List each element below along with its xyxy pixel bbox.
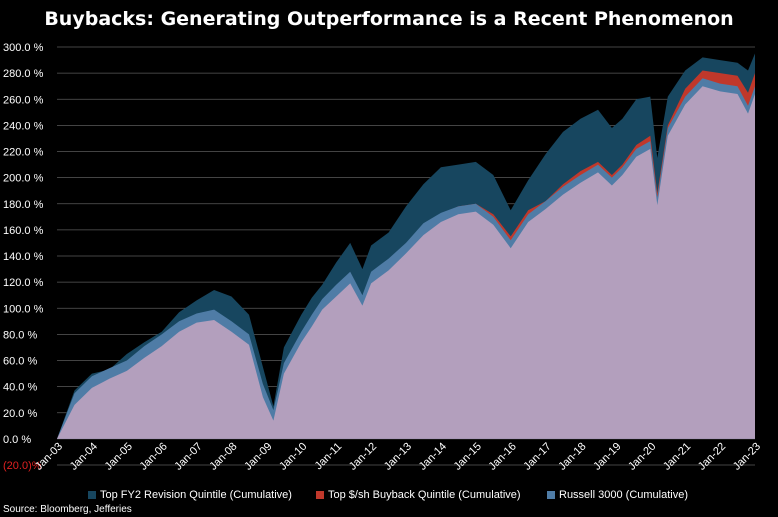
x-tick-label: Jan-15 bbox=[452, 441, 484, 473]
legend-label: Top FY2 Revision Quintile (Cumulative) bbox=[100, 489, 292, 501]
x-tick-label: Jan-16 bbox=[487, 441, 519, 473]
chart-title: Buybacks: Generating Outperformance is a… bbox=[44, 8, 734, 30]
x-axis: Jan-03 Jan-04 Jan-05 Jan-06 Jan-07 Jan-08 Jan-… bbox=[33, 441, 763, 473]
x-tick-label: Jan-12 bbox=[347, 441, 379, 473]
x-tick-label: Jan-08 bbox=[207, 441, 239, 473]
x-tick-label: Jan-13 bbox=[382, 441, 414, 473]
y-tick-label: 60.0 % bbox=[3, 356, 37, 368]
x-tick-label: Jan-05 bbox=[103, 441, 135, 473]
y-tick-label: 200.0 % bbox=[3, 173, 44, 185]
x-tick-label: Jan-09 bbox=[242, 441, 274, 473]
x-tick-label: Jan-22 bbox=[696, 441, 728, 473]
series-areas bbox=[57, 53, 755, 439]
y-tick-label: 80.0 % bbox=[3, 329, 37, 341]
x-tick-label: Jan-20 bbox=[626, 441, 658, 473]
y-tick-label: (20.0)% bbox=[3, 460, 42, 472]
y-tick-label: 140.0 % bbox=[3, 251, 44, 263]
y-tick-label: 160.0 % bbox=[3, 225, 44, 237]
x-tick-label: Jan-21 bbox=[661, 441, 693, 473]
legend-label: Russell 3000 (Cumulative) bbox=[559, 489, 688, 501]
x-tick-label: Jan-04 bbox=[68, 441, 100, 473]
y-tick-label: 260.0 % bbox=[3, 94, 44, 106]
legend-item: Russell 3000 (Cumulative) bbox=[547, 489, 688, 501]
y-tick-label: 180.0 % bbox=[3, 199, 44, 211]
area-overlap bbox=[57, 86, 755, 439]
x-tick-label: Jan-06 bbox=[138, 441, 170, 473]
legend: Top FY2 Revision Quintile (Cumulative) To… bbox=[0, 489, 778, 505]
x-tick-label: Jan-19 bbox=[591, 441, 623, 473]
y-tick-label: 100.0 % bbox=[3, 303, 44, 315]
x-tick-label: Jan-18 bbox=[556, 441, 588, 473]
y-tick-label: 240.0 % bbox=[3, 120, 44, 132]
legend-label: Top $/sh Buyback Quintile (Cumulative) bbox=[328, 489, 521, 501]
y-tick-label: 280.0 % bbox=[3, 68, 44, 80]
x-tick-label: Jan-03 bbox=[33, 441, 65, 473]
legend-swatch bbox=[316, 491, 324, 499]
y-tick-label: 120.0 % bbox=[3, 277, 44, 289]
x-tick-label: Jan-07 bbox=[172, 441, 204, 473]
y-axis: 300.0 % 280.0 % 260.0 % 240.0 % 220.0 % 200.0… bbox=[3, 42, 44, 472]
legend-swatch bbox=[547, 491, 555, 499]
x-tick-label: Jan-11 bbox=[313, 441, 345, 473]
x-tick-label: Jan-23 bbox=[731, 441, 763, 473]
y-tick-label: 20.0 % bbox=[3, 408, 37, 420]
legend-item: Top FY2 Revision Quintile (Cumulative) bbox=[88, 489, 292, 501]
x-tick-label: Jan-17 bbox=[521, 441, 553, 473]
x-tick-label: Jan-14 bbox=[417, 441, 449, 473]
x-tick-label: Jan-10 bbox=[277, 441, 309, 473]
legend-item: Top $/sh Buyback Quintile (Cumulative) bbox=[316, 489, 521, 501]
source-note: Source: Bloomberg, Jefferies bbox=[3, 504, 132, 515]
y-tick-label: 40.0 % bbox=[3, 382, 37, 394]
legend-swatch bbox=[88, 491, 96, 499]
y-tick-label: 300.0 % bbox=[3, 42, 44, 54]
y-tick-label: 0.0 % bbox=[3, 434, 31, 446]
y-tick-label: 220.0 % bbox=[3, 147, 44, 159]
